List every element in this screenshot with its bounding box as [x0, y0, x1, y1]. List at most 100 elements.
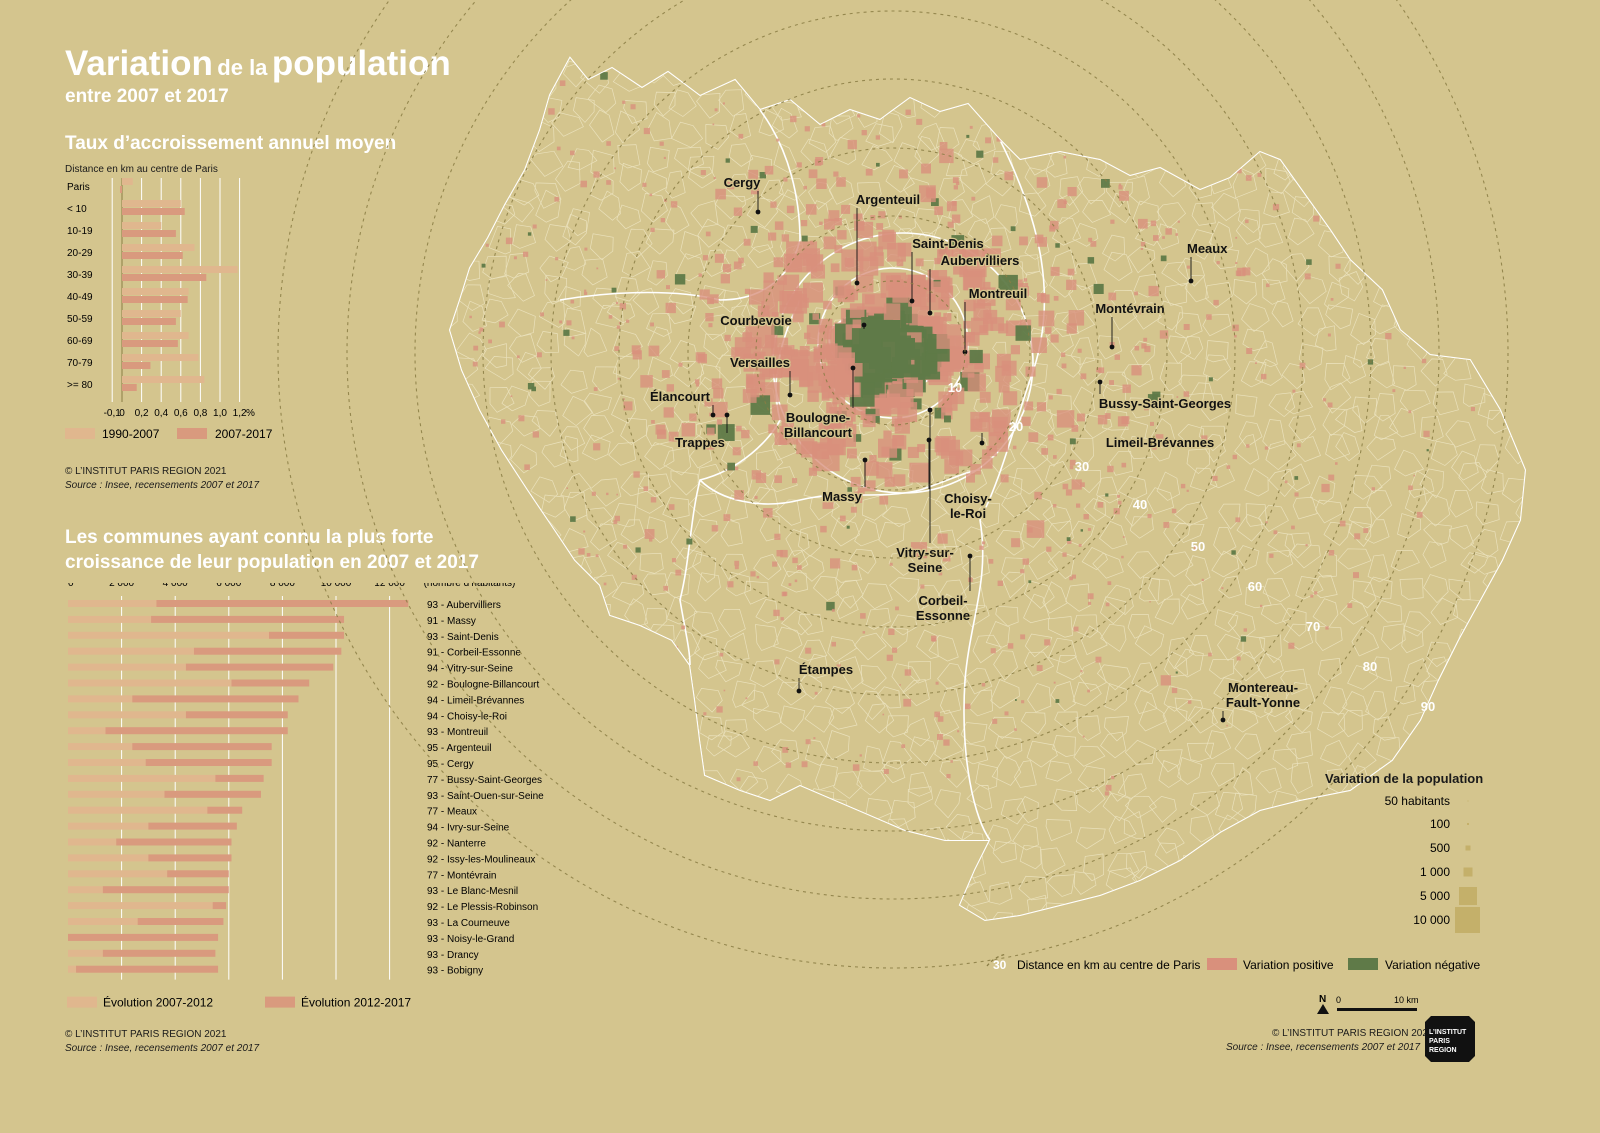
positive-square [818, 318, 833, 333]
negative-square [780, 803, 787, 810]
x-unit: % [246, 408, 255, 419]
positive-square [1259, 79, 1263, 83]
positive-square [1423, 430, 1430, 437]
positive-square [490, 73, 495, 79]
positive-square [963, 320, 971, 329]
positive-square [550, 8, 556, 14]
positive-square [406, 366, 410, 370]
positive-square [983, 281, 991, 290]
positive-square [946, 774, 951, 779]
positive-square [1144, 345, 1151, 353]
negative-square [750, 225, 758, 233]
negative-square [600, 72, 608, 80]
positive-square [578, 548, 585, 555]
positive-square [709, 294, 719, 304]
positive-square [742, 332, 753, 342]
city-name: Montévrain [1095, 301, 1164, 316]
positive-square [777, 275, 787, 285]
city-dot [724, 412, 730, 418]
positive-square [850, 476, 861, 487]
positive-square [799, 25, 805, 31]
positive-square [1408, 485, 1413, 491]
positive-square [631, 345, 641, 355]
bar-1990-2007 [122, 354, 199, 361]
positive-square [499, 321, 505, 328]
positive-square [1353, 115, 1358, 120]
positive-square [830, 263, 840, 273]
x-tick-label: 0,4 [154, 408, 168, 419]
city-dot [979, 440, 985, 446]
positive-square [1242, 267, 1251, 276]
bar-Évolution 2012-2017 [269, 631, 345, 639]
positive-square [856, 221, 874, 238]
positive-square [465, 572, 469, 576]
negative-square [1049, 142, 1056, 149]
positive-square [799, 346, 810, 356]
positive-square [559, 320, 563, 324]
positive-square [1036, 402, 1047, 412]
positive-square [614, 167, 616, 170]
positive-square [946, 201, 957, 212]
positive-square [982, 541, 985, 545]
positive-square [387, 266, 397, 276]
positive-square [451, 475, 457, 481]
positive-square [743, 238, 751, 246]
bar-Évolution 2012-2017 [207, 806, 243, 814]
legend-label: 2007-2017 [215, 427, 273, 441]
positive-square [1163, 522, 1170, 528]
positive-square [593, 443, 601, 451]
positive-square [771, 52, 775, 56]
positive-square [705, 313, 714, 322]
negative-square [1242, 128, 1247, 133]
positive-square [833, 171, 839, 177]
positive-square [514, 618, 517, 621]
positive-square [812, 313, 819, 320]
positive-square [623, 398, 625, 400]
positive-square [1097, 111, 1102, 116]
negative-square [1294, 476, 1299, 480]
positive-square [570, 150, 575, 156]
commune-label: 93 - Aubervilliers [427, 600, 501, 611]
positive-square [1235, 261, 1238, 264]
x-tick-label: 10 000 [321, 583, 352, 589]
positive-square [1066, 279, 1077, 290]
bar-Évolution 2007-2012 [68, 663, 186, 671]
positive-square [374, 228, 376, 230]
positive-square [451, 655, 455, 659]
positive-square [1162, 236, 1165, 239]
positive-square [1069, 459, 1076, 466]
positive-square [494, 498, 496, 501]
positive-square [727, 581, 734, 588]
positive-square [651, 420, 655, 424]
positive-square [819, 221, 823, 226]
positive-square [827, 436, 846, 456]
positive-square [1269, 553, 1274, 558]
positive-square [738, 133, 744, 139]
city-name: Argenteuil [856, 192, 920, 207]
positive-square [443, 349, 449, 355]
positive-square [1413, 474, 1415, 477]
positive-square [841, 204, 851, 214]
positive-square [724, 334, 731, 342]
positive-square [859, 105, 863, 109]
positive-square [921, 163, 931, 174]
positive-square [616, 325, 621, 329]
positive-square [1363, 528, 1369, 533]
positive-square [889, 562, 893, 566]
positive-square [1011, 538, 1021, 548]
positive-square [631, 574, 637, 580]
positive-square [821, 122, 826, 127]
negative-square [801, 235, 808, 242]
positive-square [1121, 462, 1127, 468]
positive-square [518, 131, 523, 136]
negative-square [312, 380, 316, 384]
positive-square [834, 218, 842, 226]
positive-square [846, 423, 857, 435]
ring-sample-label: 30 [993, 958, 1007, 972]
positive-square [1071, 479, 1082, 490]
positive-square [991, 104, 998, 112]
negative-square [391, 221, 395, 225]
positive-square [771, 58, 774, 60]
positive-square [1069, 576, 1073, 581]
positive-square [1098, 367, 1105, 374]
